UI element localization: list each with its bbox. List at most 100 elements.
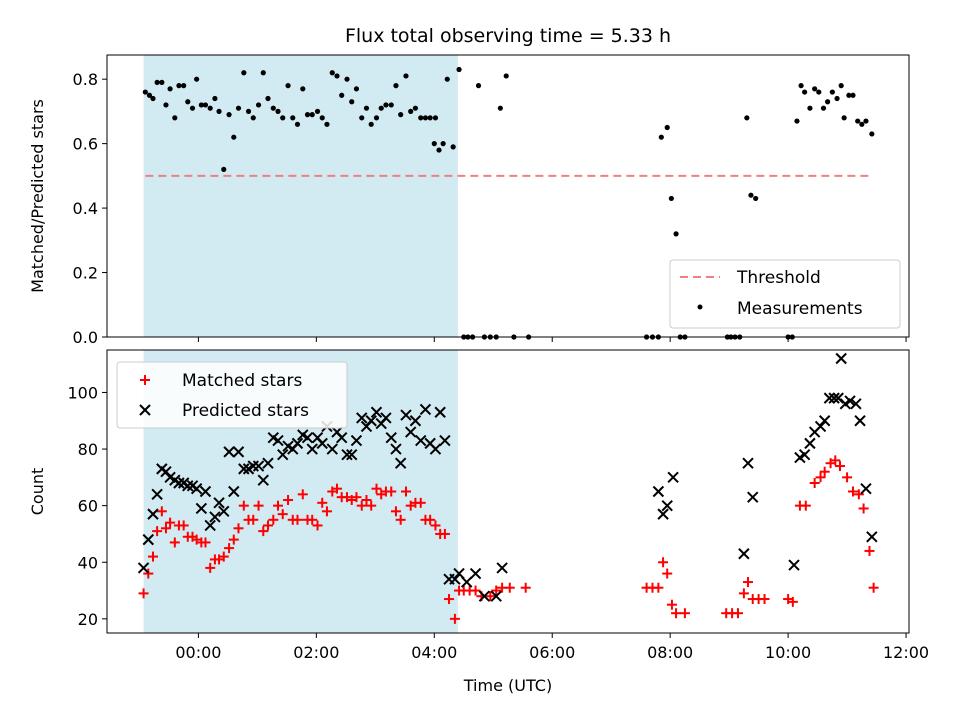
matched-star-point bbox=[662, 568, 673, 579]
measurement-point bbox=[255, 102, 262, 108]
predicted-star-point bbox=[137, 562, 150, 574]
y-tick-label: 80 bbox=[78, 440, 98, 459]
measurement-point bbox=[344, 76, 350, 82]
matched-star-point bbox=[787, 596, 798, 607]
matched-star-point bbox=[307, 514, 318, 525]
predicted-star-point bbox=[439, 434, 451, 447]
predicted-star-point bbox=[316, 437, 328, 450]
predicted-star-point bbox=[429, 443, 442, 455]
measurement-point bbox=[855, 118, 861, 124]
predicted-star-point bbox=[199, 485, 212, 498]
matched-star-point bbox=[815, 472, 826, 483]
measurement-point bbox=[212, 95, 218, 102]
measurement-point bbox=[319, 115, 325, 121]
measurement-point bbox=[285, 83, 291, 89]
measurement-point bbox=[181, 83, 187, 89]
predicted-star-point bbox=[804, 437, 816, 450]
predicted-star-point bbox=[667, 471, 679, 484]
measurement-point bbox=[798, 83, 804, 89]
predicted-star-point bbox=[195, 502, 208, 515]
measurement-point bbox=[456, 66, 462, 73]
predicted-star-point bbox=[365, 415, 377, 427]
matched-star-point bbox=[819, 466, 830, 477]
predicted-star-point bbox=[232, 446, 245, 458]
measurement-point bbox=[353, 86, 360, 92]
matched-star-point bbox=[653, 582, 664, 593]
matched-star-point bbox=[238, 500, 249, 511]
measurement-point bbox=[408, 108, 414, 114]
measurement-point bbox=[393, 83, 399, 89]
measurement-point bbox=[294, 121, 301, 127]
matched-star-point bbox=[356, 500, 367, 511]
predicted-star-point bbox=[469, 567, 482, 580]
ratio-plot-frame bbox=[106, 54, 910, 338]
ratio-y-axis-label: Matched/Predicted stars bbox=[28, 99, 47, 293]
predicted-star-point bbox=[478, 590, 491, 602]
matched-star-point bbox=[228, 534, 239, 545]
measurement-point bbox=[349, 99, 355, 105]
observing-window-span bbox=[143, 55, 458, 337]
measurement-point bbox=[846, 92, 852, 98]
matched-star-point bbox=[361, 494, 372, 505]
measurement-point bbox=[802, 89, 808, 95]
matched-star-point bbox=[200, 537, 211, 548]
predicted-star-point bbox=[844, 395, 856, 407]
matched-star-point bbox=[156, 506, 167, 517]
matched-star-point bbox=[444, 594, 455, 605]
measurement-point bbox=[388, 102, 394, 108]
measurement-point bbox=[863, 118, 869, 124]
predicted-star-point bbox=[404, 426, 417, 438]
matched-star-point bbox=[317, 497, 328, 508]
matched-star-point bbox=[666, 599, 677, 610]
predicted-star-point bbox=[738, 548, 750, 560]
matched-star-point bbox=[658, 557, 669, 568]
measurement-point bbox=[834, 95, 840, 102]
predicted-star-point bbox=[742, 457, 754, 469]
matched-star-point bbox=[738, 588, 749, 599]
measurement-point bbox=[163, 102, 169, 108]
matched-star-point bbox=[449, 613, 460, 624]
matched-star-point bbox=[679, 608, 690, 619]
matched-star-point bbox=[258, 526, 269, 537]
matched-star-point bbox=[366, 500, 377, 511]
matched-star-point bbox=[165, 517, 176, 528]
predicted-star-point bbox=[850, 398, 862, 410]
predicted-star-point bbox=[301, 432, 314, 444]
predicted-star-point bbox=[832, 392, 844, 404]
matched-star-point bbox=[842, 472, 853, 483]
measurement-point bbox=[368, 121, 374, 127]
predicted-star-point bbox=[390, 443, 402, 455]
measurement-point bbox=[198, 102, 204, 108]
measurement-point bbox=[444, 76, 450, 82]
predicted-star-point bbox=[380, 412, 392, 424]
measurement-point bbox=[226, 112, 232, 118]
count-series bbox=[137, 352, 879, 624]
measurement-point bbox=[176, 83, 182, 89]
matched-star-point bbox=[147, 551, 158, 562]
measurement-point bbox=[245, 108, 252, 114]
matched-star-point bbox=[439, 528, 450, 539]
ratio-panel: 0.0 0.2 0.4 0.6 0.8 Flux total observing tim… bbox=[28, 25, 910, 347]
matched-star-point bbox=[253, 500, 264, 511]
measurement-point bbox=[241, 70, 247, 76]
predicted-star-point bbox=[661, 499, 673, 512]
measurement-point bbox=[216, 108, 222, 114]
matched-star-point bbox=[205, 562, 216, 573]
matched-star-point bbox=[262, 520, 273, 531]
measurement-point bbox=[398, 112, 404, 118]
matched-star-point bbox=[321, 506, 332, 517]
measurement-point bbox=[668, 195, 674, 202]
measurement-point bbox=[154, 79, 160, 85]
y-tick-label: 0.2 bbox=[73, 264, 98, 283]
matched-star-point bbox=[520, 582, 531, 593]
measurement-point bbox=[812, 86, 818, 92]
measurement-point bbox=[275, 108, 281, 114]
measurement-point bbox=[172, 115, 178, 121]
chart-title: Flux total observing time = 5.33 h bbox=[345, 25, 671, 47]
measurement-point bbox=[838, 83, 844, 89]
x-tick-label: 00:00 bbox=[175, 643, 221, 662]
measurement-point bbox=[146, 92, 153, 98]
predicted-star-point bbox=[291, 437, 304, 450]
predicted-star-point bbox=[147, 508, 159, 520]
